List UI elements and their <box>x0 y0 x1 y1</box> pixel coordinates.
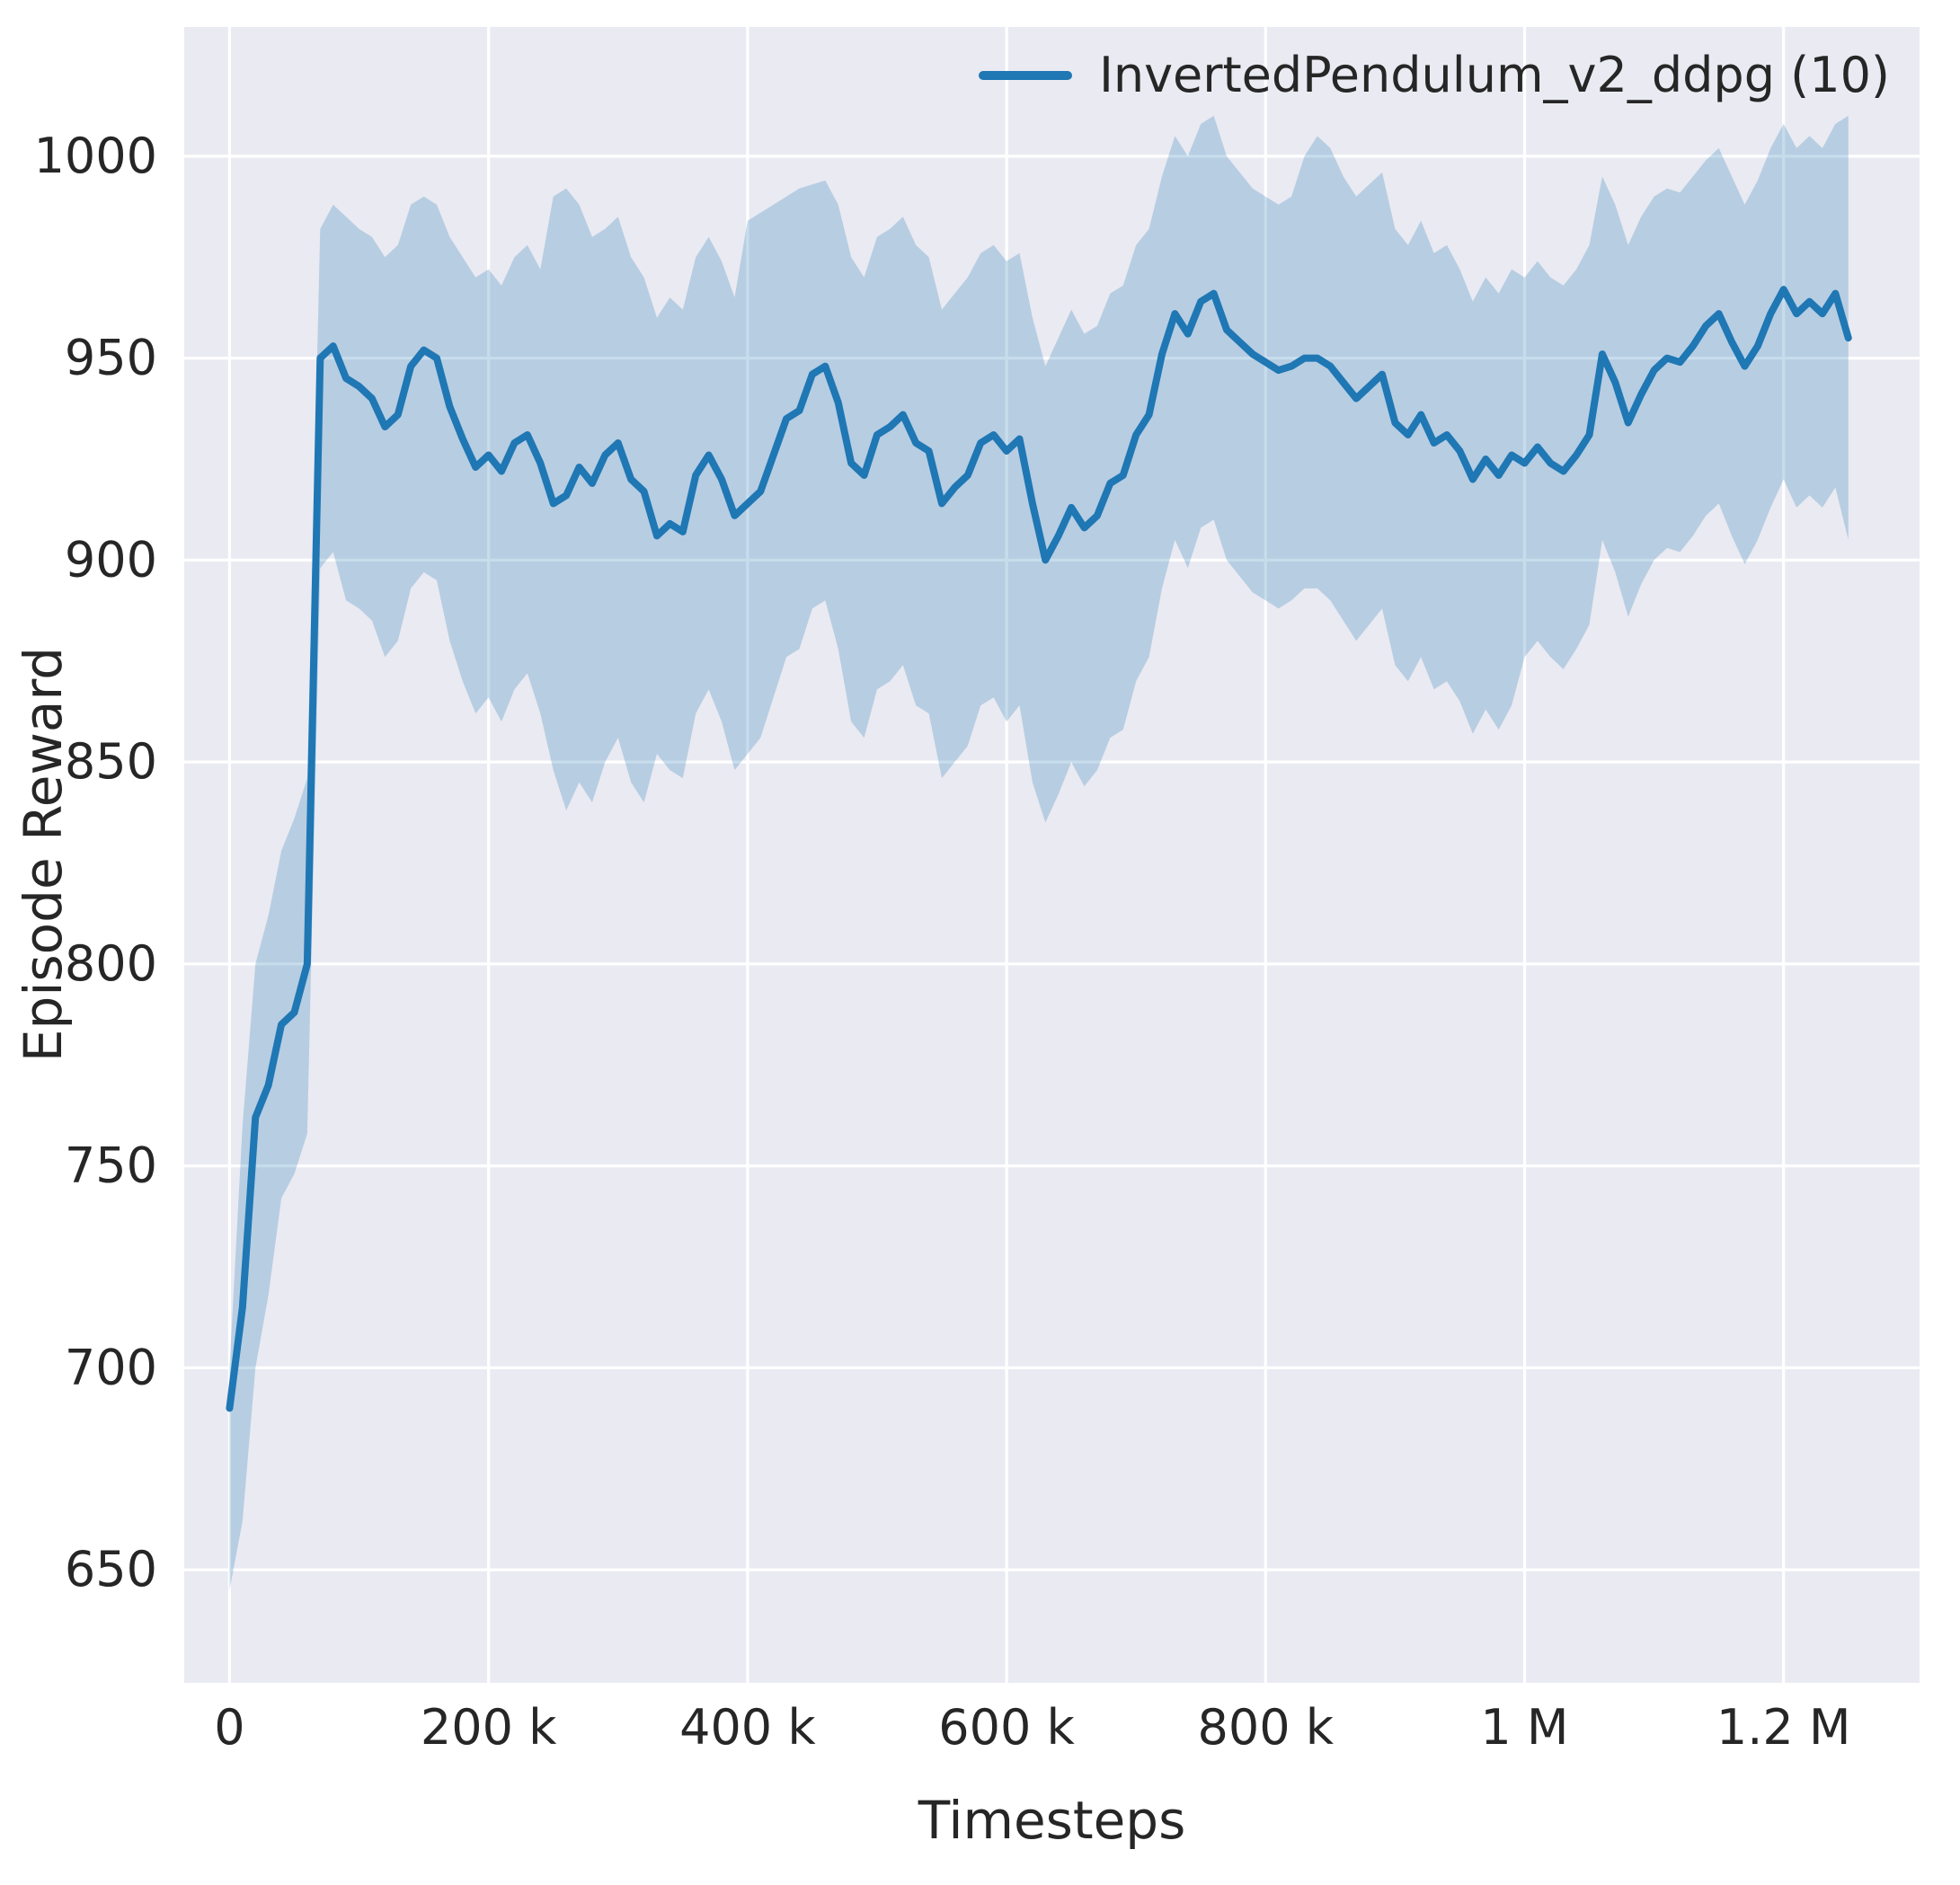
plot-background <box>184 27 1920 1683</box>
y-axis-label: Episode Reward <box>13 646 74 1063</box>
legend-line-icon <box>978 70 1072 80</box>
legend: InvertedPendulum_v2_ddpg (10) <box>978 47 1890 103</box>
y-tick-label: 900 <box>65 531 157 588</box>
x-axis-label: Timesteps <box>918 1790 1186 1851</box>
x-tick-label: 600 k <box>938 1699 1075 1756</box>
x-tick-label: 1 M <box>1480 1699 1568 1756</box>
y-tick-label: 650 <box>65 1541 157 1597</box>
y-tick-label: 750 <box>65 1137 157 1194</box>
y-tick-label: 800 <box>65 935 157 992</box>
x-tick-label: 1.2 M <box>1716 1699 1851 1756</box>
x-tick-label: 400 k <box>679 1699 816 1756</box>
y-tick-label: 850 <box>65 733 157 790</box>
x-tick-label: 0 <box>214 1699 244 1756</box>
y-tick-label: 950 <box>65 330 157 386</box>
series-line <box>226 286 1852 1412</box>
x-tick-label: 800 k <box>1198 1699 1335 1756</box>
y-tick-label: 700 <box>65 1339 157 1395</box>
legend-label: InvertedPendulum_v2_ddpg (10) <box>1098 47 1890 103</box>
y-tick-label: 1000 <box>34 128 157 184</box>
x-tick-label: 200 k <box>421 1699 557 1756</box>
